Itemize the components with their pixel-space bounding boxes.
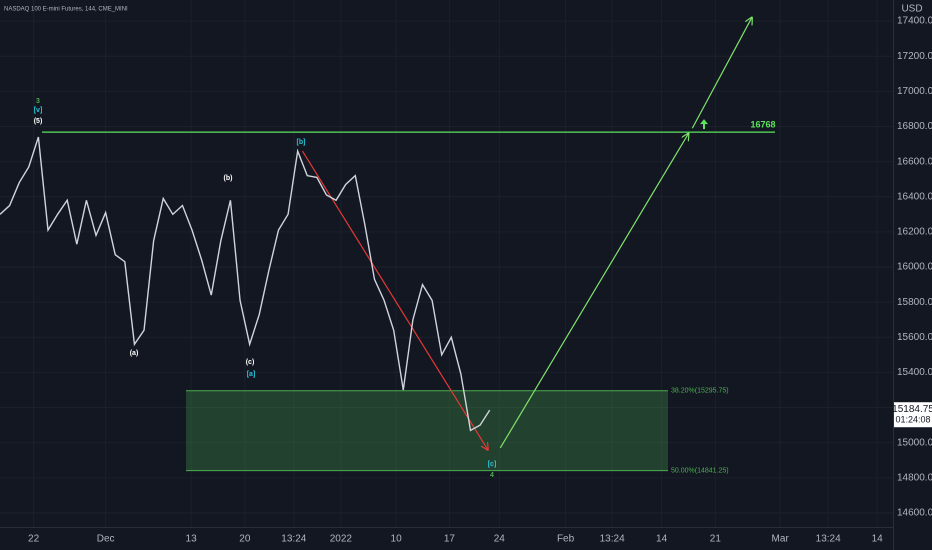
y-tick-label: 16400.00 bbox=[897, 191, 932, 202]
x-tick-label: 14 bbox=[656, 534, 668, 545]
y-tick-label: 15400.00 bbox=[897, 367, 932, 378]
y-tick-label: 14800.00 bbox=[897, 472, 932, 483]
last-price-label: 15184.75 bbox=[892, 404, 932, 415]
wave-label: (a) bbox=[130, 350, 139, 357]
x-tick-label: 13:24 bbox=[816, 534, 841, 545]
down_arrow-segment bbox=[301, 150, 487, 450]
fib-zone bbox=[186, 390, 668, 471]
y-tick-label: 15600.00 bbox=[897, 332, 932, 343]
x-tick-label: Dec bbox=[97, 534, 115, 545]
y-tick-label: 17400.00 bbox=[897, 16, 932, 27]
plot: 38.20%(15295.75) 50.00%(14841.25) 16768 3 [v… bbox=[0, 18, 776, 479]
x-tick-label: 13 bbox=[186, 534, 198, 545]
y-tick-label: 15800.00 bbox=[897, 297, 932, 308]
y-tick-label: 17000.00 bbox=[897, 86, 932, 97]
x-tick-label: 13:24 bbox=[600, 534, 625, 545]
wave-label: 4 bbox=[490, 472, 494, 479]
wave-label: 3 bbox=[36, 98, 40, 105]
x-tick-label: 21 bbox=[710, 534, 722, 545]
zone-top-label: 38.20%(15295.75) bbox=[671, 388, 729, 395]
countdown: 01:24:08 bbox=[895, 415, 930, 425]
chart-title: NASDAQ 100 E-mini Futures, 144, CME_MINI bbox=[4, 7, 128, 13]
wave-label: [a] bbox=[247, 371, 256, 378]
last-price-tag bbox=[894, 402, 932, 428]
y-tick-label: 16000.00 bbox=[897, 262, 932, 273]
y-tick-label: 14600.00 bbox=[897, 508, 932, 519]
x-tick-label: Feb bbox=[557, 534, 575, 545]
x-tick-label: 14 bbox=[872, 534, 884, 545]
projection-segment bbox=[691, 18, 752, 129]
x-tick-label: 20 bbox=[239, 534, 251, 545]
currency: USD bbox=[901, 4, 922, 15]
axes: 14600.0014800.0015000.0015200.0015400.00… bbox=[28, 16, 932, 545]
up-icon bbox=[700, 119, 708, 130]
x-tick-label: 13:24 bbox=[281, 534, 306, 545]
level-label: 16768 bbox=[750, 119, 775, 129]
wave-label: [b] bbox=[297, 139, 306, 146]
x-tick-label: 17 bbox=[444, 534, 456, 545]
y-tick-label: 17200.00 bbox=[897, 51, 932, 62]
projection-segment bbox=[499, 134, 688, 449]
wave-label: (5) bbox=[34, 118, 43, 125]
y-tick-label: 16200.00 bbox=[897, 227, 932, 238]
y-tick-label: 16800.00 bbox=[897, 121, 932, 132]
price-line bbox=[0, 136, 491, 432]
wave-label: [c] bbox=[488, 461, 497, 468]
wave-label: (b) bbox=[224, 175, 233, 182]
x-tick-label: 2022 bbox=[330, 534, 353, 545]
y-tick-label: 16600.00 bbox=[897, 156, 932, 167]
x-tick-label: 24 bbox=[494, 534, 506, 545]
x-tick-label: Mar bbox=[772, 534, 790, 545]
x-tick-label: 10 bbox=[391, 534, 403, 545]
zone-bottom-label: 50.00%(14841.25) bbox=[671, 467, 729, 474]
wave-label: (c) bbox=[246, 359, 255, 366]
wave-label: [v] bbox=[34, 107, 43, 114]
x-tick-label: 22 bbox=[28, 534, 40, 545]
y-tick-label: 15000.00 bbox=[897, 437, 932, 448]
grid bbox=[0, 0, 893, 527]
